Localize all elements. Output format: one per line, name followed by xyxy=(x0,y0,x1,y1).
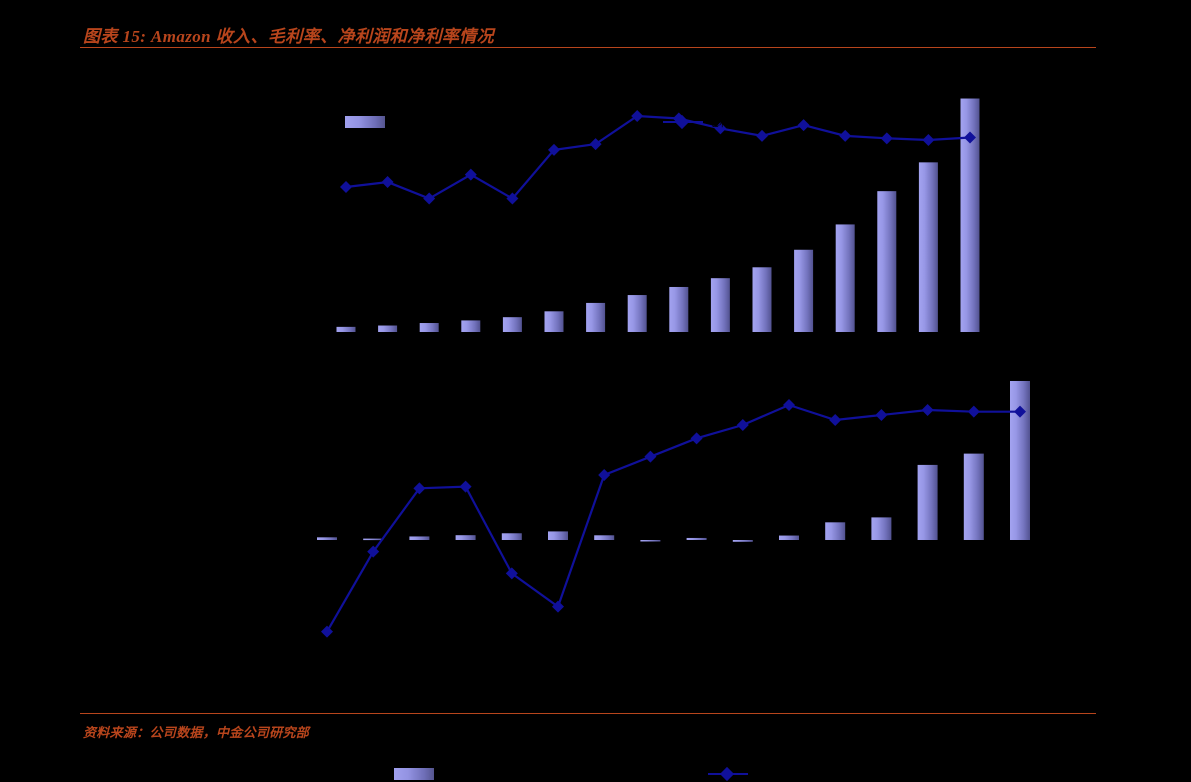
legend-item-revenue[interactable]: 收入（百万美元） xyxy=(345,114,478,130)
legend-label-gross-margin: 毛利率（右轴） xyxy=(708,117,785,129)
page-title: 图表 15: Amazon 收入、毛利率、净利润和净利率情况 xyxy=(83,27,495,46)
data-point-marker xyxy=(1014,405,1026,418)
bar xyxy=(501,533,522,540)
net-margin-line xyxy=(326,403,1020,633)
data-point-marker xyxy=(783,399,795,411)
data-point-marker xyxy=(829,414,842,426)
bar xyxy=(317,537,337,540)
data-point-marker xyxy=(756,129,768,142)
legend-bottom: 净利润（百万美元） 净利率（右轴） xyxy=(394,766,830,782)
bar xyxy=(710,278,730,332)
bar xyxy=(752,267,772,332)
data-point-marker xyxy=(464,168,477,181)
bar xyxy=(960,98,980,333)
bar xyxy=(877,191,897,332)
net-margin-markers xyxy=(321,399,1026,638)
bar xyxy=(779,535,799,540)
data-point-marker xyxy=(321,625,333,638)
bar xyxy=(461,320,481,332)
bar xyxy=(419,323,439,332)
gross-margin-line xyxy=(345,114,971,200)
data-point-marker xyxy=(459,480,472,493)
data-point-marker xyxy=(631,110,644,123)
bar xyxy=(835,224,855,332)
bar xyxy=(455,535,476,540)
data-point-marker xyxy=(413,482,426,495)
bar xyxy=(917,464,938,540)
data-point-marker xyxy=(839,129,852,142)
data-point-marker xyxy=(967,405,980,418)
bar-swatch-icon xyxy=(394,768,434,780)
data-point-marker xyxy=(644,450,657,463)
data-point-marker xyxy=(921,404,934,416)
bar xyxy=(794,249,814,332)
bar xyxy=(363,538,384,541)
data-point-marker xyxy=(589,138,602,151)
bar xyxy=(594,535,615,540)
bar xyxy=(502,317,522,332)
gross-margin-markers xyxy=(340,110,976,205)
data-point-marker xyxy=(714,122,727,135)
bar-swatch-icon xyxy=(345,116,385,128)
revenue-bars xyxy=(336,98,980,333)
bar xyxy=(640,540,661,542)
net-income-plot-area xyxy=(317,380,1030,638)
data-point-marker xyxy=(367,545,380,558)
bar xyxy=(544,311,564,332)
source-note: 资料来源：公司数据，中金公司研究部 xyxy=(83,725,310,740)
legend-item-net-margin[interactable]: 净利率（右轴） xyxy=(708,766,830,782)
legend-label-revenue: 收入（百万美元） xyxy=(390,117,478,129)
bar xyxy=(732,540,753,542)
revenue-plot-area xyxy=(336,98,980,333)
data-point-marker xyxy=(797,119,810,132)
chart-revenue-gross-margin: 收入（百万美元） 毛利率（右轴） xyxy=(0,55,1191,385)
data-point-marker xyxy=(964,131,976,144)
bar xyxy=(336,326,356,332)
data-point-marker xyxy=(922,133,935,146)
data-point-marker xyxy=(423,192,436,205)
legend-top: 收入（百万美元） 毛利率（右轴） xyxy=(345,114,785,130)
line-swatch-icon xyxy=(663,114,703,130)
legend-label-net-margin: 净利率（右轴） xyxy=(753,769,830,781)
figure-page: 图表 15: Amazon 收入、毛利率、净利润和净利率情况 收入（百万美元） xyxy=(0,27,1191,782)
data-point-marker xyxy=(598,469,611,481)
bar xyxy=(871,517,892,540)
data-point-marker xyxy=(505,567,518,580)
bar xyxy=(1010,380,1030,540)
data-point-marker xyxy=(690,432,703,445)
bar xyxy=(548,531,568,540)
bar xyxy=(669,286,689,332)
data-point-marker xyxy=(875,409,888,421)
bar xyxy=(825,522,846,540)
bar xyxy=(586,302,606,332)
source-divider xyxy=(80,713,1096,714)
data-point-marker xyxy=(552,600,564,613)
bar xyxy=(686,537,707,540)
data-point-marker xyxy=(880,132,893,145)
line-swatch-icon xyxy=(708,766,748,782)
data-point-marker xyxy=(736,419,749,431)
bar xyxy=(963,453,984,540)
data-point-marker xyxy=(548,143,560,156)
data-point-marker xyxy=(506,192,519,205)
bar xyxy=(627,295,647,332)
bar xyxy=(918,162,938,332)
legend-label-net-income: 净利润（百万美元） xyxy=(439,769,538,781)
chart-net-income-net-margin: 净利润（百万美元） 净利率（右轴） xyxy=(0,380,1191,782)
bar xyxy=(409,536,430,540)
data-point-marker xyxy=(340,181,352,193)
net-income-bars xyxy=(317,380,1030,542)
title-divider xyxy=(80,47,1096,48)
legend-item-net-income[interactable]: 净利润（百万美元） xyxy=(394,766,538,782)
legend-item-gross-margin[interactable]: 毛利率（右轴） xyxy=(663,114,785,130)
data-point-marker xyxy=(381,176,394,189)
bar xyxy=(378,325,398,332)
